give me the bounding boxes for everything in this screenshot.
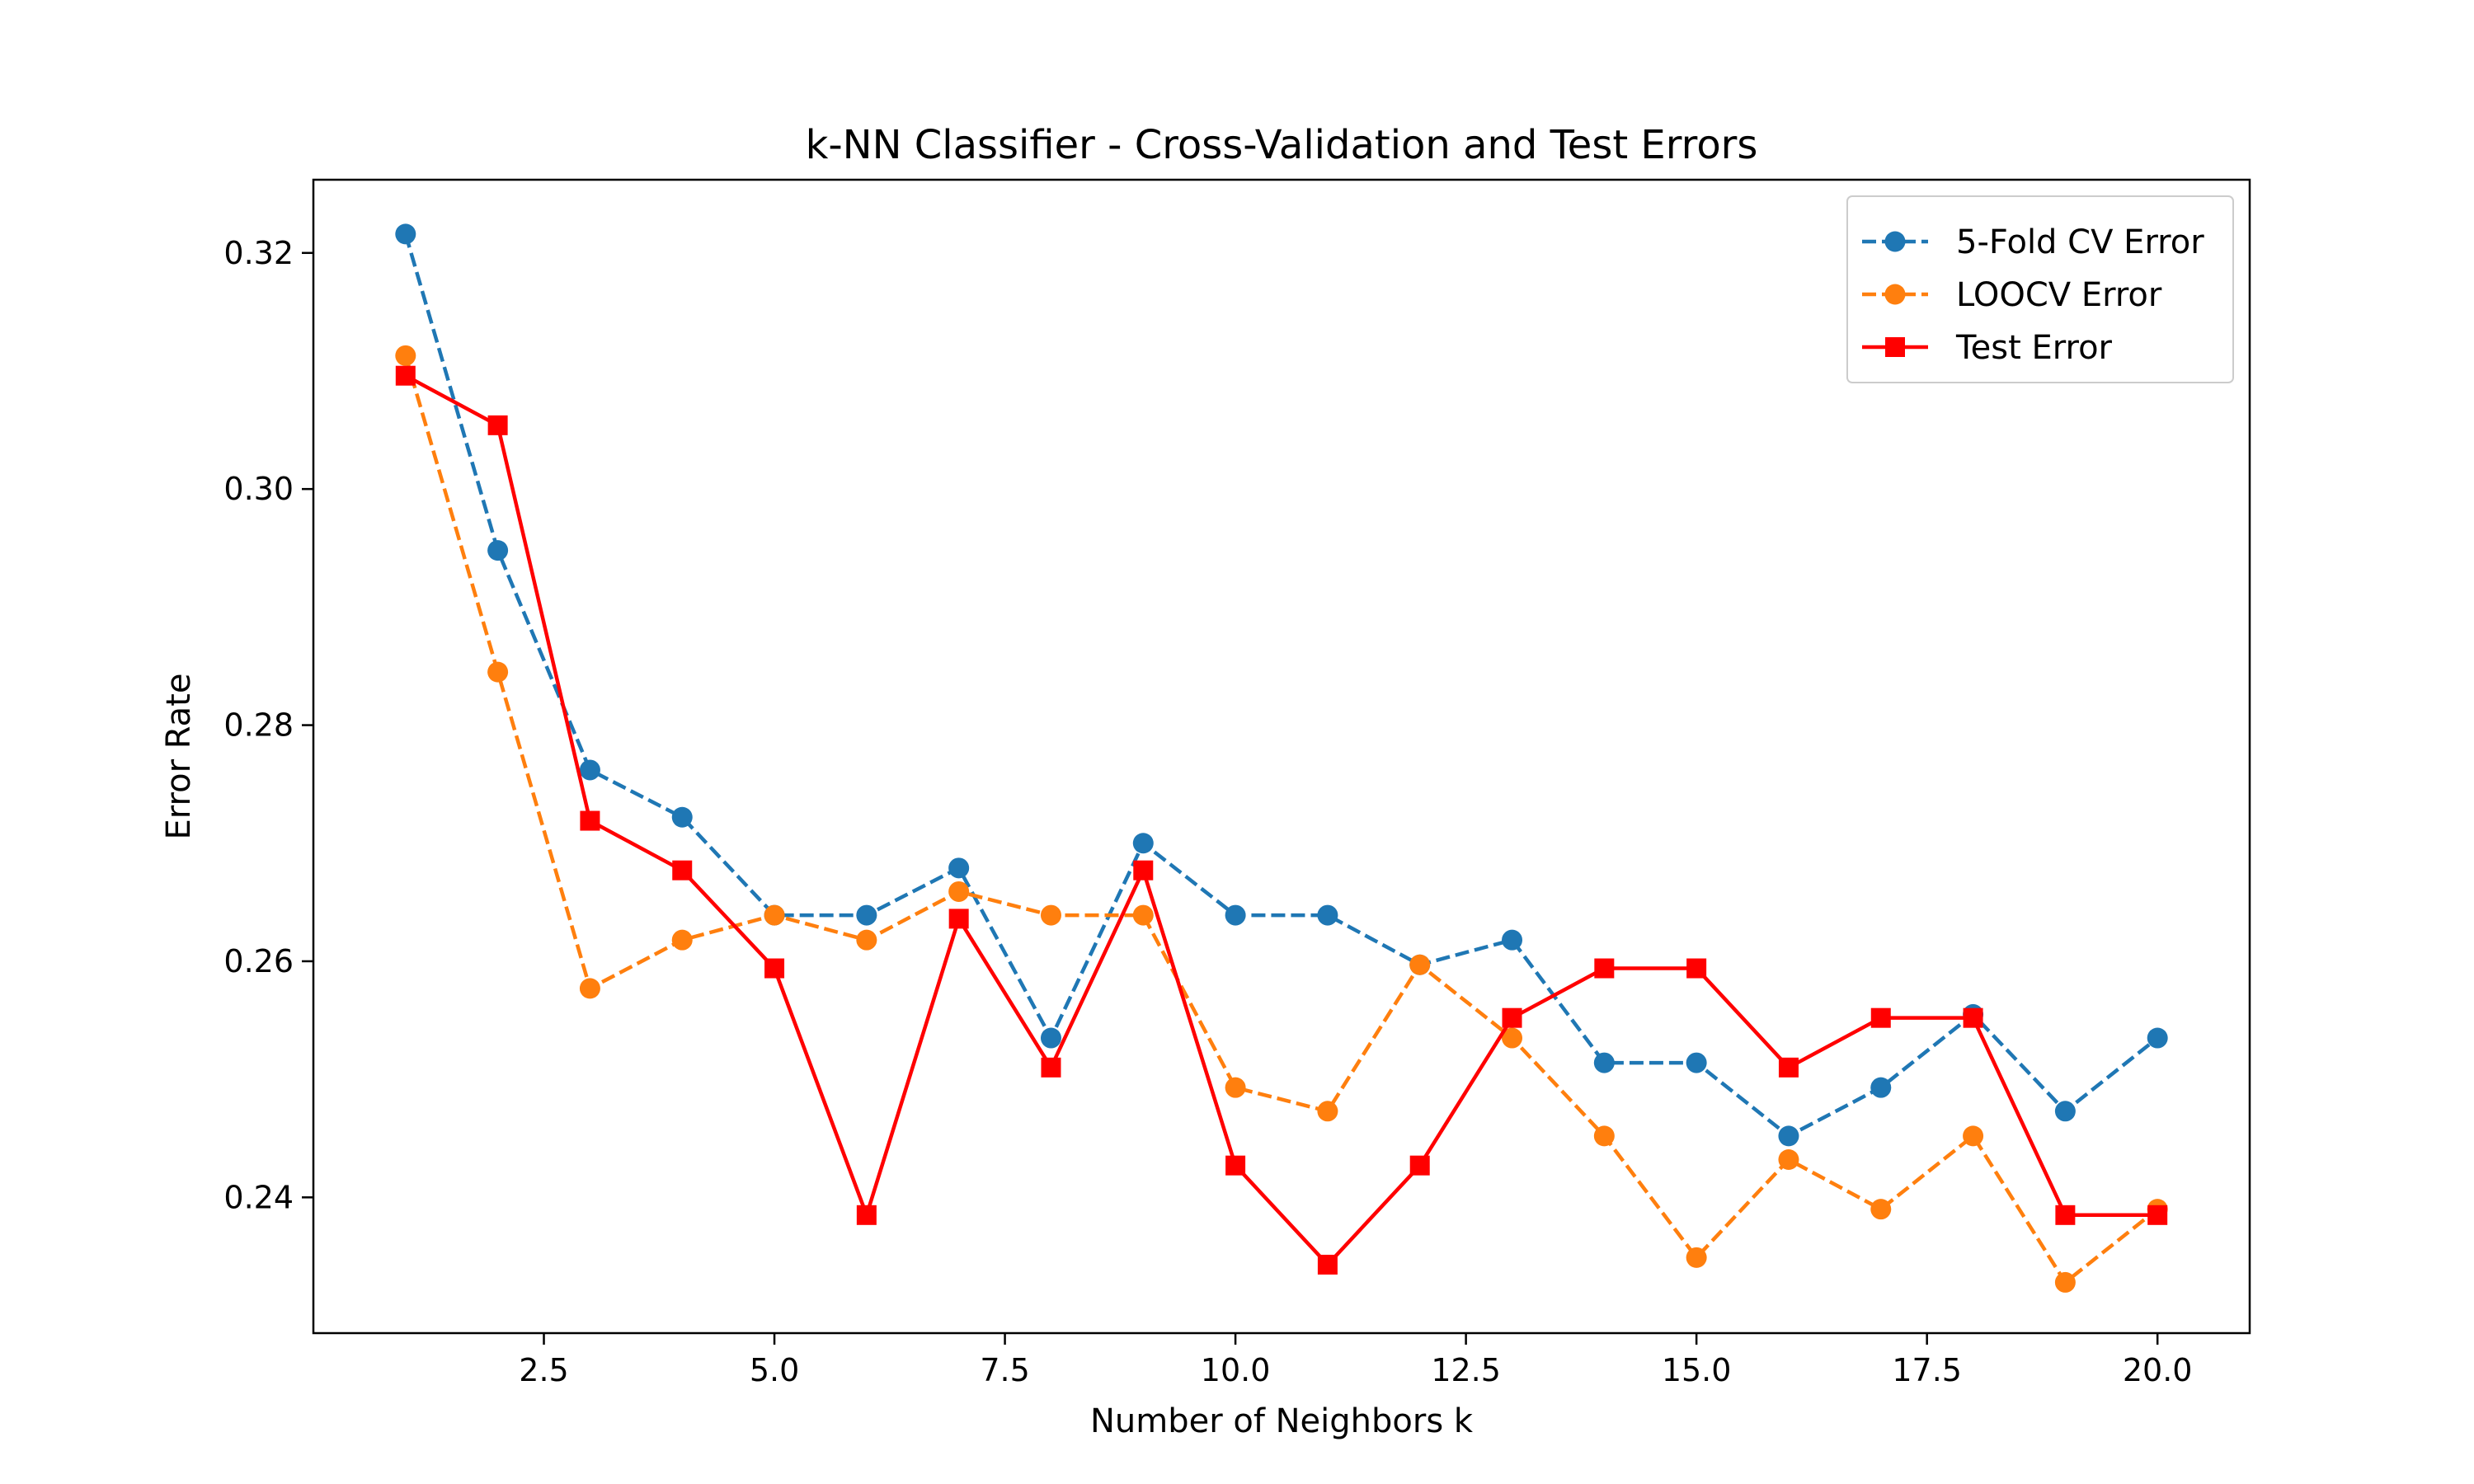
- data-point: [1963, 1007, 1983, 1028]
- legend-item-5-fold-cv-error: 5-Fold CV Error: [1862, 223, 2204, 261]
- legend-label: 5-Fold CV Error: [1956, 223, 2204, 261]
- x-tick-label: 20.0: [2123, 1352, 2193, 1388]
- data-point: [487, 415, 508, 435]
- data-point: [2054, 1271, 2076, 1293]
- data-point: [856, 1205, 877, 1225]
- data-point: [764, 958, 785, 979]
- data-point: [487, 661, 509, 683]
- data-point: [1870, 1077, 1892, 1098]
- data-point: [856, 904, 877, 926]
- data-point: [1593, 1125, 1615, 1147]
- data-point: [1502, 1007, 1522, 1028]
- y-tick-label: 0.24: [223, 1179, 294, 1215]
- data-point: [1132, 833, 1154, 854]
- data-point: [1317, 904, 1338, 926]
- chart-title: k-NN Classifier - Cross-Validation and T…: [806, 122, 1758, 168]
- y-axis-label: Error Rate: [160, 674, 198, 840]
- legend-box: [1846, 195, 2234, 383]
- legend-item-test-error: Test Error: [1862, 329, 2113, 367]
- x-tick-label: 7.5: [980, 1352, 1029, 1388]
- data-point: [395, 365, 416, 386]
- data-point: [395, 345, 416, 366]
- legend-label: LOOCV Error: [1956, 276, 2162, 314]
- data-point: [1502, 929, 1523, 951]
- series-line: [403, 355, 2159, 1284]
- data-point: [1409, 1155, 1430, 1176]
- y-axis-ticks: 0.24 0.26 0.28 0.30 0.32: [223, 235, 313, 1215]
- data-point: [395, 223, 416, 245]
- data-point: [1778, 1057, 1799, 1078]
- data-point: [1133, 860, 1154, 881]
- series-loocv-error: [395, 345, 2168, 1293]
- plot-frame: [312, 178, 2251, 1335]
- data-point: [1686, 1052, 1707, 1073]
- x-tick-label: 17.5: [1892, 1352, 1962, 1388]
- y-tick-label: 0.30: [223, 471, 294, 507]
- data-point: [2147, 1027, 2168, 1049]
- x-axis-label: Number of Neighbors k: [1090, 1402, 1474, 1440]
- data-point: [1870, 1199, 1892, 1220]
- data-point: [1225, 1077, 1246, 1098]
- data-point: [1778, 1125, 1799, 1147]
- data-point: [2054, 1101, 2076, 1122]
- data-point: [1686, 958, 1707, 979]
- data-point: [1317, 1101, 1338, 1122]
- x-tick-label: 10.0: [1201, 1352, 1271, 1388]
- series-line: [403, 233, 2159, 1139]
- data-point: [2055, 1205, 2076, 1225]
- data-point: [1225, 1155, 1246, 1176]
- data-point: [1778, 1149, 1799, 1171]
- data-point: [580, 810, 600, 831]
- x-tick-label: 2.5: [519, 1352, 568, 1388]
- data-point: [579, 759, 600, 781]
- data-point: [1041, 1057, 1061, 1078]
- data-point: [1686, 1247, 1707, 1268]
- legend-marker: [1884, 231, 1906, 252]
- legend-label: Test Error: [1955, 329, 2113, 367]
- data-point: [948, 909, 969, 929]
- data-point: [1593, 1052, 1615, 1073]
- series-test-error: [395, 365, 2168, 1275]
- data-point: [672, 860, 693, 881]
- data-point: [2147, 1205, 2168, 1225]
- data-point: [671, 806, 693, 828]
- data-point: [1594, 958, 1615, 979]
- data-point: [1040, 1027, 1061, 1049]
- data-point: [948, 881, 970, 902]
- data-point: [1132, 904, 1154, 926]
- x-tick-label: 12.5: [1431, 1352, 1501, 1388]
- data-point: [487, 540, 509, 561]
- series-line: [404, 373, 2158, 1267]
- data-point: [579, 978, 600, 999]
- x-axis-ticks: 2.5 5.0 7.5 10.0 12.5 15.0 17.5 20.0: [519, 1333, 2192, 1388]
- data-point: [1317, 1254, 1338, 1275]
- x-tick-label: 15.0: [1662, 1352, 1732, 1388]
- data-point: [1502, 1027, 1523, 1049]
- y-tick-label: 0.26: [223, 943, 294, 979]
- x-tick-label: 5.0: [750, 1352, 799, 1388]
- y-tick-label: 0.32: [223, 235, 294, 271]
- data-point: [1225, 904, 1246, 926]
- legend-item-loocv-error: LOOCV Error: [1862, 276, 2162, 314]
- legend-marker: [1885, 337, 1905, 357]
- legend: 5-Fold CV Error LOOCV Error Test Error: [1846, 195, 2234, 383]
- data-point: [1040, 904, 1061, 926]
- data-point: [1409, 954, 1431, 975]
- data-point: [764, 904, 785, 926]
- y-tick-label: 0.28: [223, 707, 294, 744]
- data-point: [671, 929, 693, 951]
- data-point: [948, 857, 970, 879]
- data-point: [856, 929, 877, 951]
- series-layer: [395, 223, 2168, 1293]
- legend-marker: [1884, 284, 1906, 305]
- data-point: [1963, 1125, 1984, 1147]
- data-point: [1870, 1007, 1891, 1028]
